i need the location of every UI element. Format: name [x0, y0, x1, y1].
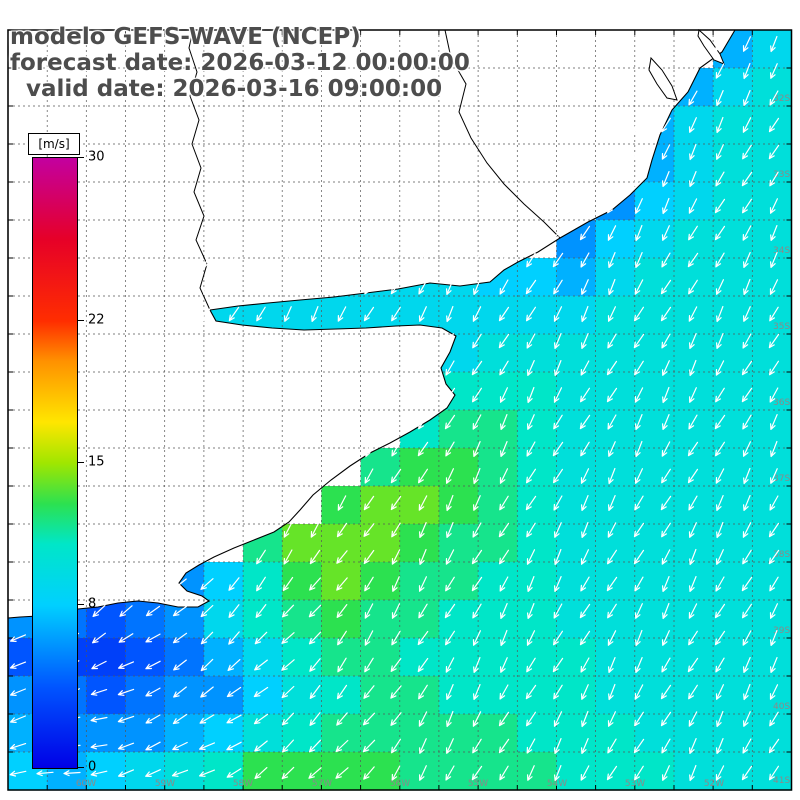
valid-date-label: valid date: 2026-03-16 09:00:00 — [10, 76, 443, 102]
lagoon-outline — [648, 56, 678, 101]
colorbar-tick — [78, 320, 84, 321]
svg-text:60W: 60W — [76, 779, 96, 789]
colorbar-units-label: [m/s] — [28, 133, 80, 155]
svg-text:34S: 34S — [773, 246, 790, 256]
colorbar-tick — [78, 604, 84, 605]
coastline — [7, 29, 736, 619]
svg-text:58W: 58W — [233, 779, 253, 789]
lagoon-outline — [697, 29, 725, 65]
svg-text:37S: 37S — [773, 474, 790, 484]
svg-text:40S: 40S — [773, 702, 790, 712]
svg-text:55W: 55W — [468, 779, 488, 789]
svg-text:59W: 59W — [155, 779, 175, 789]
colorbar-tick-label: 15 — [88, 454, 105, 470]
svg-text:53W: 53W — [625, 779, 645, 789]
svg-text:57W: 57W — [312, 779, 332, 789]
colorbar-tick — [78, 157, 84, 158]
wave-direction-arrows — [9, 35, 780, 782]
colorbar-tick-label: 8 — [88, 596, 97, 612]
svg-text:41S: 41S — [773, 776, 790, 786]
svg-text:56W: 56W — [390, 779, 410, 789]
forecast-date-label: forecast date: 2026-03-12 00:00:00 — [10, 50, 470, 76]
svg-text:35S: 35S — [773, 322, 790, 332]
colorbar-gradient — [32, 157, 78, 769]
svg-text:39S: 39S — [773, 626, 790, 636]
land-fill — [8, 30, 735, 618]
colorbar-tick — [78, 767, 84, 768]
colorbar-tick-label: 22 — [88, 312, 105, 328]
svg-text:33S: 33S — [773, 170, 790, 180]
longitude-labels: 60W 59W 58W 57W 56W 55W 54W 53W 52W — [76, 779, 724, 789]
title-block: modelo GEFS-WAVE (NCEP) forecast date: 2… — [10, 24, 470, 102]
colorbar-tick — [78, 462, 84, 463]
colorbar-tick-label: 0 — [88, 759, 97, 775]
svg-text:32S: 32S — [773, 94, 790, 104]
river-line — [444, 29, 561, 239]
frame-ticks — [8, 30, 792, 790]
svg-text:36S: 36S — [773, 398, 790, 408]
model-title: modelo GEFS-WAVE (NCEP) — [10, 24, 361, 50]
svg-text:38S: 38S — [773, 550, 790, 560]
colorbar-tick-label: 30 — [88, 149, 105, 165]
colorbar: [m/s] 30 22 15 8 0 — [28, 133, 148, 793]
svg-text:54W: 54W — [547, 779, 567, 789]
svg-text:52W: 52W — [704, 779, 724, 789]
latitude-labels: 32S 33S 34S 35S 36S 37S 38S 39S 40S 41S — [773, 94, 790, 786]
